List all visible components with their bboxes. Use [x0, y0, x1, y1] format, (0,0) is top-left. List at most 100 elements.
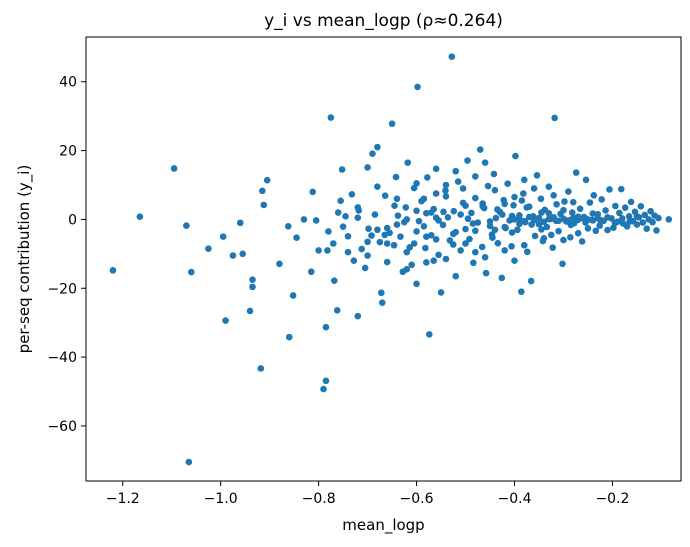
data-point — [514, 226, 521, 234]
data-point — [437, 289, 445, 296]
data-point — [641, 211, 649, 219]
data-point — [312, 217, 320, 224]
data-point — [449, 241, 457, 248]
data-point — [466, 235, 473, 243]
data-point — [425, 331, 433, 338]
data-point — [494, 239, 502, 247]
chart-title: y_i vs mean_logp (ρ≈0.264) — [264, 11, 503, 31]
data-point — [413, 179, 420, 187]
data-point — [538, 209, 545, 216]
data-point — [527, 277, 535, 285]
data-point — [578, 238, 586, 245]
data-point — [589, 210, 597, 217]
data-point — [523, 204, 531, 211]
data-point — [530, 185, 538, 192]
data-point — [545, 183, 553, 191]
data-point — [549, 244, 556, 251]
points-layer — [109, 53, 673, 466]
data-point — [427, 209, 435, 216]
data-point — [369, 150, 376, 157]
data-point — [361, 264, 369, 272]
x-tick-label: −1.0 — [204, 491, 238, 507]
data-point — [368, 232, 375, 239]
data-point — [322, 323, 330, 331]
data-point — [639, 219, 647, 226]
data-point — [647, 207, 654, 215]
data-point — [584, 216, 592, 223]
data-point — [589, 217, 597, 224]
data-point — [229, 252, 237, 259]
data-point — [520, 217, 528, 225]
data-point — [406, 244, 414, 251]
data-point — [516, 220, 523, 228]
data-point — [560, 236, 567, 244]
data-point — [338, 166, 346, 173]
data-point — [452, 272, 460, 280]
data-point — [625, 213, 633, 220]
data-point — [424, 174, 431, 181]
data-point — [376, 238, 384, 246]
data-point — [479, 203, 486, 210]
data-point — [469, 220, 477, 227]
data-point — [222, 317, 229, 324]
data-point — [185, 458, 193, 466]
x-tick-label: −0.2 — [595, 491, 629, 507]
data-point — [478, 243, 486, 251]
data-point — [344, 232, 352, 240]
data-point — [415, 217, 423, 225]
data-point — [492, 214, 500, 222]
data-point — [637, 203, 645, 210]
x-axis-label: mean_logp — [342, 516, 424, 535]
data-point — [464, 157, 471, 164]
data-point — [491, 186, 499, 194]
data-point — [354, 312, 362, 320]
data-point — [109, 267, 117, 274]
data-point — [187, 268, 195, 276]
data-point — [307, 268, 315, 276]
data-point — [520, 190, 527, 197]
data-point — [457, 211, 464, 218]
data-point — [611, 219, 619, 227]
data-point — [550, 192, 557, 199]
data-point — [239, 250, 247, 258]
data-point — [511, 257, 518, 265]
data-point — [476, 146, 484, 153]
data-point — [442, 193, 450, 200]
data-point — [330, 277, 338, 284]
data-point — [333, 306, 341, 314]
data-point — [413, 228, 420, 235]
data-point — [516, 215, 523, 222]
data-point — [422, 244, 429, 252]
data-point — [183, 222, 190, 229]
data-point — [512, 152, 519, 160]
data-point — [627, 198, 635, 206]
data-point — [219, 233, 227, 240]
data-point — [259, 187, 266, 195]
x-tick-label: −1.2 — [106, 491, 140, 507]
data-point — [596, 222, 604, 229]
data-point — [390, 241, 398, 249]
data-point — [397, 233, 404, 240]
data-point — [364, 238, 371, 246]
data-point — [472, 194, 479, 202]
data-point — [342, 213, 349, 220]
data-point — [498, 274, 506, 282]
y-tick-label: 40 — [59, 75, 77, 91]
data-point — [604, 214, 611, 221]
data-point — [337, 197, 344, 205]
data-point — [403, 216, 411, 223]
data-point — [616, 209, 623, 217]
y-tick-label: −20 — [47, 281, 77, 297]
data-point — [489, 234, 496, 241]
data-point — [550, 214, 557, 221]
y-tick-label: 20 — [59, 144, 77, 160]
x-tick-label: −0.8 — [302, 491, 336, 507]
data-point — [508, 229, 516, 236]
data-point — [491, 226, 499, 234]
data-point — [432, 214, 440, 221]
data-point — [309, 188, 317, 196]
x-tick-label: −0.6 — [400, 491, 434, 507]
data-point — [472, 248, 479, 256]
data-point — [249, 276, 256, 283]
